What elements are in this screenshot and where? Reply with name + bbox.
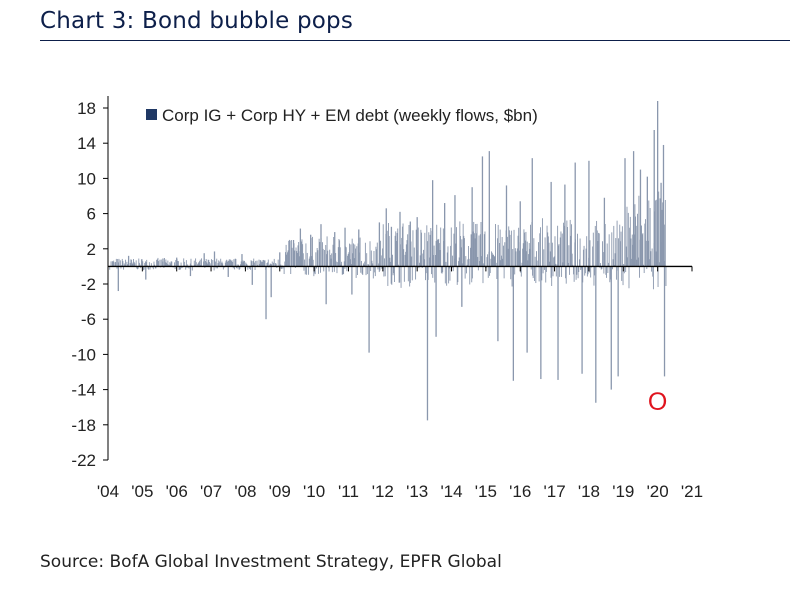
y-tick-label: 14: [77, 134, 96, 153]
legend: Corp IG + Corp HY + EM debt (weekly flow…: [146, 106, 538, 125]
y-tick-label: 18: [77, 99, 96, 118]
flow-bars: [117, 100, 666, 421]
x-tick-label: '08: [234, 482, 256, 501]
x-tick-label: '11: [338, 482, 359, 501]
x-tick-label: '07: [200, 482, 222, 501]
x-tick-label: '09: [269, 482, 291, 501]
title-divider: [40, 40, 790, 41]
x-tick-label: '10: [303, 482, 325, 501]
source-note: Source: BofA Global Investment Strategy,…: [40, 552, 502, 572]
bond-flows-chart: 18 14 10 6 2 -2 -6 -10 -14 -18 -22 '04 '05 '06 '07 '08…: [71, 96, 703, 501]
chart-title: Chart 3: Bond bubble pops: [40, 8, 354, 34]
x-tick-label: '18: [578, 482, 600, 501]
axes: [107, 96, 692, 460]
x-tick-label: '20: [647, 482, 669, 501]
x-tick-label: '06: [166, 482, 188, 501]
legend-swatch: [146, 109, 157, 120]
x-tick-label: '14: [440, 482, 462, 501]
y-tick-label: -18: [71, 416, 96, 435]
background-flow-bars: [109, 191, 667, 290]
y-axis-ticks: 18 14 10 6 2 -2 -6 -10 -14 -18 -22: [71, 99, 108, 470]
y-tick-label: -14: [71, 381, 96, 400]
x-axis-ticks: '04 '05 '06 '07 '08 '09 '10 '11 '12 '13 '14 '15 '16 '…: [97, 266, 703, 501]
latest-week-marker: O: [648, 388, 667, 416]
y-tick-label: -10: [71, 345, 96, 364]
x-tick-label: '13: [406, 482, 428, 501]
x-tick-label: '16: [509, 482, 531, 501]
y-tick-label: 10: [77, 169, 96, 188]
x-tick-label: '04: [97, 482, 119, 501]
x-tick-label: '05: [131, 482, 153, 501]
y-tick-label: 6: [87, 205, 96, 224]
y-tick-label: -22: [71, 451, 96, 470]
x-tick-label: '12: [372, 482, 394, 501]
y-tick-label: -6: [81, 310, 96, 329]
y-tick-label: 2: [87, 240, 96, 259]
x-tick-label: '15: [475, 482, 497, 501]
x-tick-label: '17: [544, 482, 566, 501]
x-tick-label: '19: [612, 482, 634, 501]
legend-label: Corp IG + Corp HY + EM debt (weekly flow…: [162, 106, 538, 125]
x-tick-label: '21: [681, 482, 703, 501]
y-tick-label: -2: [81, 275, 96, 294]
